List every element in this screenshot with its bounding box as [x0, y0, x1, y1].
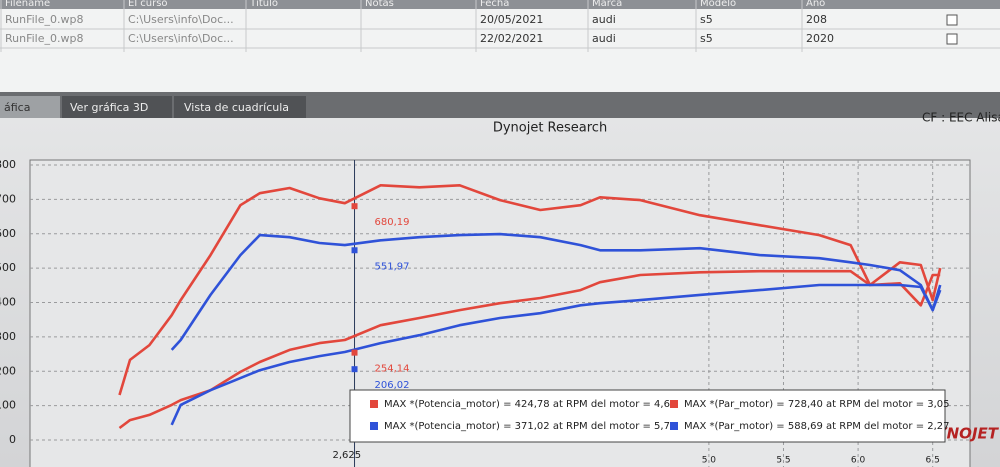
chart-title: Dynojet Research [493, 121, 607, 136]
legend-label: MAX *(Potencia_motor) = 424,78 at RPM de… [384, 399, 676, 410]
series-line [170, 283, 942, 426]
cell: s5 [700, 13, 713, 26]
y-tick-label: 800 [0, 158, 16, 171]
cursor-marker [351, 366, 358, 373]
tab-label[interactable]: Ver gráfica 3D [70, 101, 148, 114]
y-tick-label: 400 [0, 296, 16, 309]
cursor-marker [351, 349, 358, 356]
tab-label[interactable]: Vista de cuadrícula [184, 101, 289, 114]
column-header: Fecha [480, 0, 509, 9]
y-tick-label: 200 [0, 364, 16, 377]
header-right: CF : EEC Alisar [922, 111, 1000, 125]
table: Filename El curso Título Notas Fecha Marca Mod… [0, 0, 1000, 52]
tab[interactable] [0, 96, 60, 118]
y-tick-label: 300 [0, 330, 16, 343]
column-header: Modelo [700, 0, 736, 9]
cell: C:\Users\info\Doc... [128, 13, 234, 26]
table-bg [0, 0, 1000, 92]
legend-swatch [670, 400, 678, 408]
cell: audi [592, 13, 616, 26]
legend-label: MAX *(Potencia_motor) = 371,02 at RPM de… [384, 421, 676, 432]
legend-label: MAX *(Par_motor) = 728,40 at RPM del mot… [684, 399, 950, 410]
column-header: Filename [5, 0, 50, 9]
cell: 2020 [806, 32, 834, 45]
cursor-readout: 254,14 [375, 364, 410, 375]
cursor-readout: 680,19 [375, 217, 410, 228]
cell: RunFile_0.wp8 [5, 13, 83, 26]
series-line [118, 269, 941, 430]
cell: 208 [806, 13, 827, 26]
y-tick-label: 600 [0, 227, 16, 240]
column-header: El curso [128, 0, 168, 9]
legend-label: MAX *(Par_motor) = 588,69 at RPM del mot… [684, 421, 950, 432]
tab-label[interactable]: áfica [4, 101, 30, 114]
column-header: Título [249, 0, 278, 9]
cell: audi [592, 32, 616, 45]
legend-swatch [370, 400, 378, 408]
tab[interactable] [174, 96, 306, 118]
cursor-x-label: 2,625 [333, 450, 362, 461]
y-tick-label: 500 [0, 261, 16, 274]
series-line [170, 232, 942, 351]
cursor-readout: 551,97 [375, 261, 410, 272]
cell: 20/05/2021 [480, 13, 543, 26]
cursor-readout: 206,02 [375, 380, 410, 391]
y-tick-label: 700 [0, 192, 16, 205]
column-header: Año [806, 0, 825, 9]
cell: C:\Users\info\Doc... [128, 32, 234, 45]
tab[interactable] [62, 96, 172, 118]
checkbox[interactable] [946, 14, 958, 26]
column-header: Marca [592, 0, 622, 9]
legend-swatch [370, 422, 378, 430]
table-header [0, 0, 1000, 9]
checkbox[interactable] [946, 33, 958, 45]
legend-swatch [670, 422, 678, 430]
cell: 22/02/2021 [480, 32, 543, 45]
cell: s5 [700, 32, 713, 45]
legend-box [349, 389, 946, 443]
y-tick-label: 0 [9, 433, 16, 446]
y-tick-label: 100 [0, 399, 16, 412]
cursor-marker [351, 247, 358, 254]
column-header: Notas [365, 0, 394, 9]
cell: RunFile_0.wp8 [5, 32, 83, 45]
cursor-marker [351, 203, 358, 210]
series-line [118, 184, 942, 396]
